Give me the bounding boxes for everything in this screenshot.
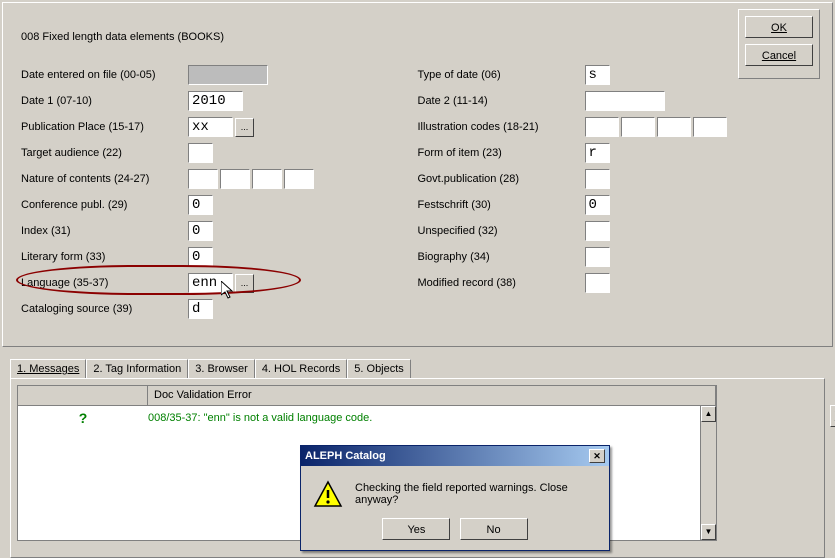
field-input[interactable] [220,169,250,189]
scroll-down-icon[interactable]: ▼ [701,524,716,540]
field-row: Illustration codes (18-21) [418,115,815,139]
field-input[interactable] [585,221,610,241]
field-input[interactable] [188,247,213,267]
warning-icon [313,480,343,508]
field-row: Unspecified (32) [418,219,815,243]
dialog-titlebar[interactable]: ALEPH Catalog ✕ [301,446,609,466]
field-label: Nature of contents (24-27) [21,173,188,185]
field-input[interactable] [693,117,727,137]
field-label: Type of date (06) [418,69,585,81]
dialog-title: ALEPH Catalog [305,450,386,462]
field-row: Cataloging source (39) [21,297,418,321]
field-input[interactable] [188,169,218,189]
tab[interactable]: 1. Messages [10,359,86,379]
field-label: Modified record (38) [418,277,585,289]
left-column: Date entered on file (00-05) Date 1 (07-1… [21,63,418,323]
field-input[interactable] [657,117,691,137]
tab[interactable]: 2. Tag Information [86,359,188,379]
field-input[interactable] [585,195,610,215]
yes-button[interactable]: Yes [382,518,450,540]
field-input[interactable] [621,117,655,137]
field-input[interactable] [188,195,213,215]
field-input[interactable] [188,91,243,111]
field-row: Festschrift (30) [418,193,815,217]
field-row: Date entered on file (00-05) [21,63,418,87]
field-row: Conference publ. (29) [21,193,418,217]
field-input[interactable] [188,221,213,241]
field-label: Target audience (22) [21,147,188,159]
field-input[interactable] [585,143,610,163]
form-008-panel: 008 Fixed length data elements (BOOKS) D… [2,2,833,347]
view-related-button: View Related [830,405,835,427]
dialog-buttons-panel: OK Cancel [738,9,820,79]
tab[interactable]: 3. Browser [188,359,255,379]
field-input[interactable] [585,117,619,137]
field-label: Form of item (23) [418,147,585,159]
scrollbar[interactable]: ▲ ▼ [700,406,716,540]
lookup-button[interactable]: ... [235,118,254,137]
field-input[interactable] [284,169,314,189]
field-label: Cataloging source (39) [21,303,188,315]
field-label: Language (35-37) [21,277,188,289]
dialog-message: Checking the field reported warnings. Cl… [355,482,597,506]
message-row[interactable]: ? 008/35-37: "enn" is not a valid langua… [18,406,716,430]
field-row: Govt.publication (28) [418,167,815,191]
field-label: Index (31) [21,225,188,237]
field-label: Date 1 (07-10) [21,95,188,107]
msg-header-blank [18,386,148,406]
field-input[interactable] [585,91,665,111]
field-input[interactable] [188,143,213,163]
field-label: Date entered on file (00-05) [21,69,188,81]
no-button[interactable]: No [460,518,528,540]
field-label: Conference publ. (29) [21,199,188,211]
message-text: 008/35-37: "enn" is not a valid language… [148,412,372,424]
field-row: Nature of contents (24-27) [21,167,418,191]
field-row: Biography (34) [418,245,815,269]
field-label: Festschrift (30) [418,199,585,211]
close-icon[interactable]: ✕ [589,449,605,463]
field-input[interactable] [585,247,610,267]
field-row: Publication Place (15-17)... [21,115,418,139]
question-icon: ? [18,410,148,426]
cancel-button[interactable]: Cancel [745,44,813,66]
msg-header-title: Doc Validation Error [148,386,716,406]
field-input[interactable] [585,273,610,293]
field-label: Govt.publication (28) [418,173,585,185]
field-row: Index (31) [21,219,418,243]
field-input[interactable] [188,117,233,137]
field-label: Literary form (33) [21,251,188,263]
field-row: Date 2 (11-14) [418,89,815,113]
field-label: Date 2 (11-14) [418,95,585,107]
lookup-button[interactable]: ... [235,274,254,293]
field-row: Language (35-37)... [21,271,418,295]
field-row: Target audience (22) [21,141,418,165]
field-row: Form of item (23) [418,141,815,165]
tab[interactable]: 5. Objects [347,359,411,379]
scroll-up-icon[interactable]: ▲ [701,406,716,422]
field-input[interactable] [252,169,282,189]
field-input [188,65,268,85]
ok-button[interactable]: OK [745,16,813,38]
messages-header: Doc Validation Error [18,386,716,406]
right-column: Type of date (06) Date 2 (11-14) Illustrat… [418,63,815,323]
form-title: 008 Fixed length data elements (BOOKS) [21,13,814,63]
field-label: Illustration codes (18-21) [418,121,585,133]
field-label: Unspecified (32) [418,225,585,237]
field-input[interactable] [188,273,233,293]
field-label: Publication Place (15-17) [21,121,188,133]
field-input[interactable] [188,299,213,319]
warning-dialog: ALEPH Catalog ✕ Checking the field repor… [300,445,610,551]
field-row: Modified record (38) [418,271,815,295]
field-row: Date 1 (07-10) [21,89,418,113]
tab-bar: 1. Messages2. Tag Information3. Browser4… [10,358,825,378]
field-label: Biography (34) [418,251,585,263]
field-input[interactable] [585,169,610,189]
tab[interactable]: 4. HOL Records [255,359,347,379]
field-input[interactable] [585,65,610,85]
field-row: Literary form (33) [21,245,418,269]
